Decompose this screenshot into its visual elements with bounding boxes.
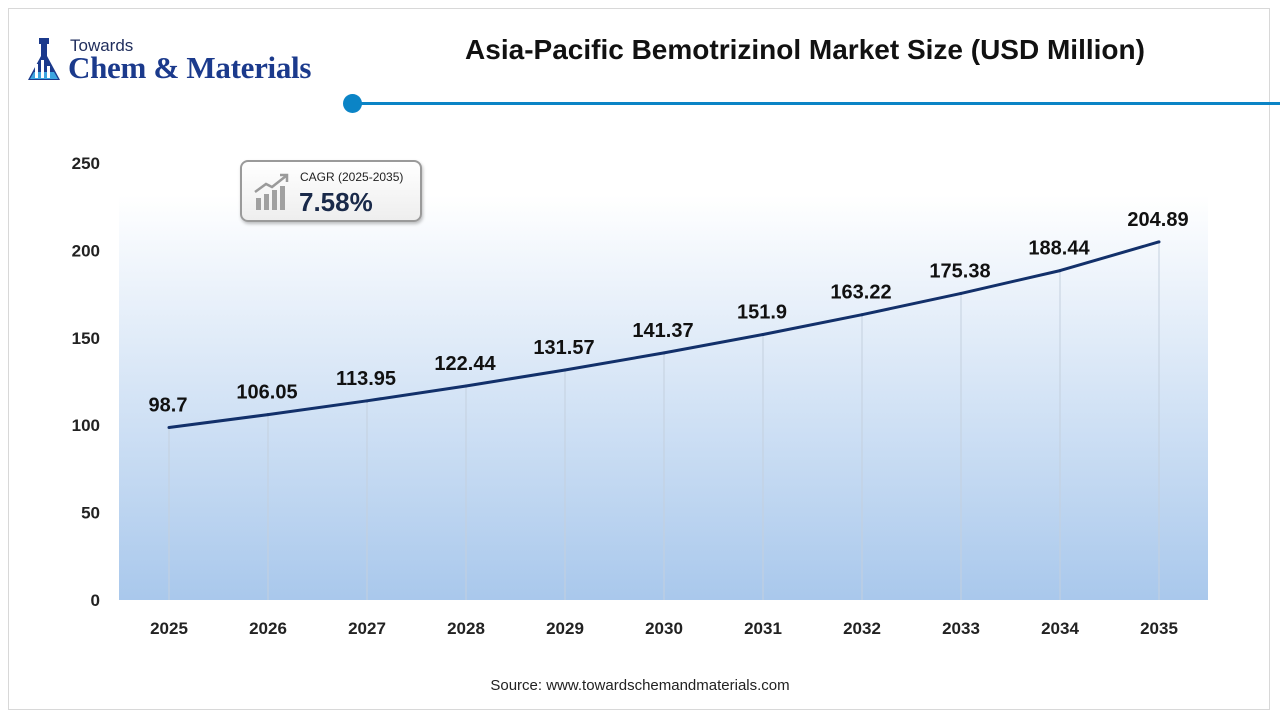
cagr-label: CAGR (2025-2035) [300,170,404,184]
y-tick-label: 100 [72,416,100,435]
brand-logo: Towards Chem & Materials [24,36,344,86]
y-tick-label: 50 [81,504,100,523]
x-tick-label: 2033 [942,619,980,638]
data-point [662,351,666,355]
chart-title: Asia-Pacific Bemotrizinol Market Size (U… [465,34,1145,65]
y-tick-label: 150 [72,329,100,348]
data-point [464,384,468,388]
y-tick-label: 250 [72,154,100,173]
data-label: 106.05 [236,382,297,404]
x-tick-label: 2031 [744,619,782,638]
data-label: 113.95 [336,368,396,390]
data-label: 141.37 [632,320,693,342]
source-note: Source: www.towardschemandmaterials.com [490,677,790,694]
data-point [860,313,864,317]
flask-icon [28,38,60,80]
x-tick-label: 2030 [645,619,683,638]
data-point [266,413,270,417]
chart-frame [8,8,1270,710]
title-rule-dot [343,94,362,113]
data-label: 131.57 [533,337,594,359]
x-tick-label: 2025 [150,619,188,638]
brand-towards: Towards [70,36,134,55]
x-tick-label: 2029 [546,619,584,638]
x-tick-label: 2034 [1041,619,1079,638]
data-label: 151.9 [737,301,787,323]
y-tick-label: 200 [72,241,100,260]
x-tick-label: 2026 [249,619,287,638]
data-point [365,399,369,403]
data-label: 204.89 [1127,209,1188,231]
x-tick-label: 2027 [348,619,386,638]
data-point [959,291,963,295]
x-tick-label: 2032 [843,619,881,638]
data-label: 188.44 [1028,238,1090,260]
x-tick-label: 2035 [1140,619,1178,638]
data-point [563,368,567,372]
data-label: 175.38 [929,260,990,282]
data-point [167,425,171,429]
cagr-value: 7.58% [299,187,373,217]
data-point [1058,269,1062,273]
x-tick-label: 2028 [447,619,485,638]
growth-chart-icon [254,173,289,210]
data-point [1157,240,1161,244]
data-point [761,332,765,336]
y-tick-label: 0 [91,591,100,610]
data-label: 163.22 [830,282,891,304]
title-rule [352,102,1280,105]
data-label: 98.7 [149,394,188,416]
brand-name: Chem & Materials [68,50,312,85]
data-label: 122.44 [434,353,496,375]
cagr-badge: CAGR (2025-2035) 7.58% [240,160,422,222]
